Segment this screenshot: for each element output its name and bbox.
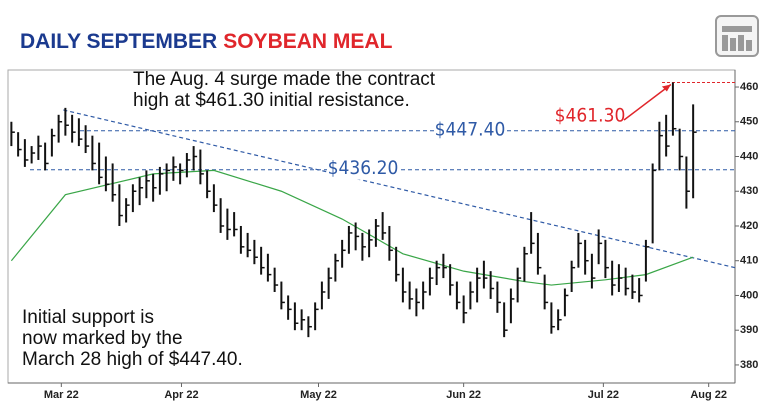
x-tick-label: Jun 22 bbox=[446, 389, 481, 401]
x-tick-label: Aug 22 bbox=[690, 389, 727, 401]
y-tick-label: 430 bbox=[740, 185, 758, 197]
annotation-line: high at $461.30 initial resistance. bbox=[133, 90, 410, 111]
y-tick-label: 380 bbox=[740, 359, 758, 371]
y-tick-label: 420 bbox=[740, 220, 758, 232]
moving-average bbox=[10, 169, 694, 286]
y-tick-label: 400 bbox=[740, 289, 758, 301]
x-tick-label: Mar 22 bbox=[44, 389, 79, 401]
label-background bbox=[327, 157, 399, 180]
chart-title: DAILY SEPTEMBER SOYBEAN MEAL bbox=[20, 30, 393, 53]
y-tick-label: 450 bbox=[740, 116, 758, 128]
x-tick-label: Apr 22 bbox=[164, 389, 198, 401]
x-tick-label: Jul 22 bbox=[588, 389, 619, 401]
x-tick-label: May 22 bbox=[300, 389, 337, 401]
menu-icon[interactable] bbox=[715, 15, 759, 57]
title-highlight: SOYBEAN MEAL bbox=[223, 30, 392, 53]
level-label: $461.30 bbox=[555, 105, 626, 127]
annotation: The Aug. 4 surge made the contract high a… bbox=[133, 69, 436, 111]
annotation-line: March 28 high of $447.40. bbox=[22, 349, 243, 370]
label-background bbox=[434, 118, 506, 141]
annotation-line: Initial support is bbox=[22, 307, 154, 328]
icon-bar[interactable] bbox=[722, 35, 728, 51]
icon-bar[interactable] bbox=[746, 40, 752, 51]
y-tick-label: 440 bbox=[740, 150, 758, 162]
arrow-head bbox=[661, 84, 671, 92]
icon-bar[interactable] bbox=[738, 35, 744, 51]
y-tick-label: 410 bbox=[740, 255, 758, 267]
level-label: $447.40 bbox=[435, 118, 506, 140]
level-label: $436.20 bbox=[328, 157, 399, 179]
annotation: Initial support is now marked by the March… bbox=[22, 307, 243, 370]
y-tick-label: 390 bbox=[740, 324, 758, 336]
trendline bbox=[63, 109, 736, 269]
icon-bar[interactable] bbox=[730, 38, 736, 51]
y-tick-label: 460 bbox=[740, 81, 758, 93]
arrow bbox=[623, 83, 672, 121]
annotation-line: now marked by the bbox=[22, 328, 183, 349]
icon-bar[interactable] bbox=[722, 26, 752, 32]
title-main: DAILY SEPTEMBER bbox=[20, 30, 217, 53]
annotation-line: The Aug. 4 surge made the contract bbox=[133, 69, 436, 90]
